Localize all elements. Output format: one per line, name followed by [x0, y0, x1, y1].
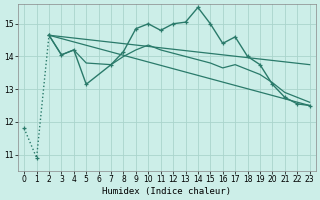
X-axis label: Humidex (Indice chaleur): Humidex (Indice chaleur): [102, 187, 231, 196]
